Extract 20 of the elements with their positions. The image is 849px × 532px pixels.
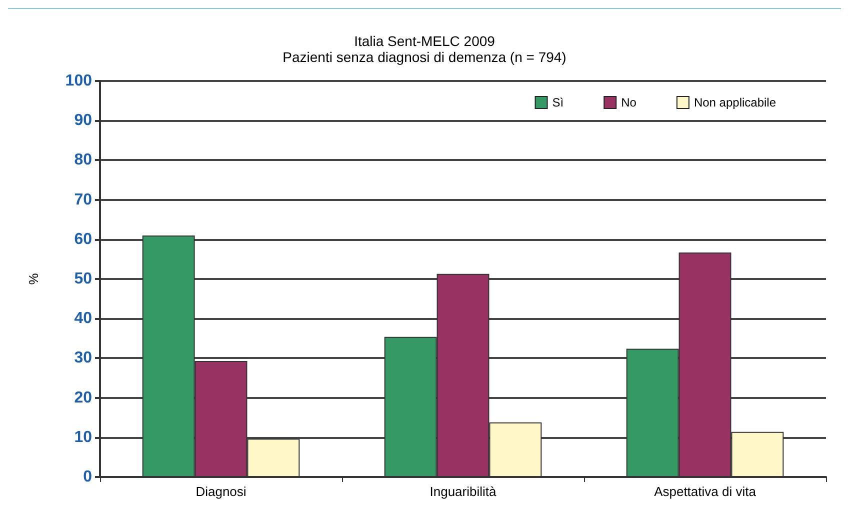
y-tick-label: 20 [74, 389, 92, 406]
y-tick-label: 10 [74, 428, 92, 446]
legend-label: Sì [552, 96, 564, 110]
y-tick-label: 0 [83, 468, 92, 486]
x-tick-label: Diagnosi [196, 484, 246, 499]
y-tick-label: 50 [74, 270, 92, 288]
y-tick-label: 100 [65, 72, 92, 90]
chart-title: Italia Sent-MELC 2009 [354, 33, 496, 49]
y-tick-label: 60 [74, 230, 92, 248]
y-tick-label: 70 [74, 191, 92, 208]
y-tick-label: 30 [74, 350, 92, 367]
x-tick-label: Inguaribilità [430, 484, 498, 499]
y-tick-label: 40 [74, 310, 92, 328]
x-tick-label: Aspettativa di vita [654, 484, 757, 499]
chart-subtitle: Pazienti senza diagnosi di demenza (n = 794) [282, 49, 566, 65]
legend-label: Non applicabile [694, 96, 776, 110]
y-tick-label: 80 [74, 152, 92, 169]
legend-label: No [621, 96, 637, 110]
y-axis-title: % [26, 272, 41, 285]
y-tick-label: 90 [74, 112, 92, 130]
